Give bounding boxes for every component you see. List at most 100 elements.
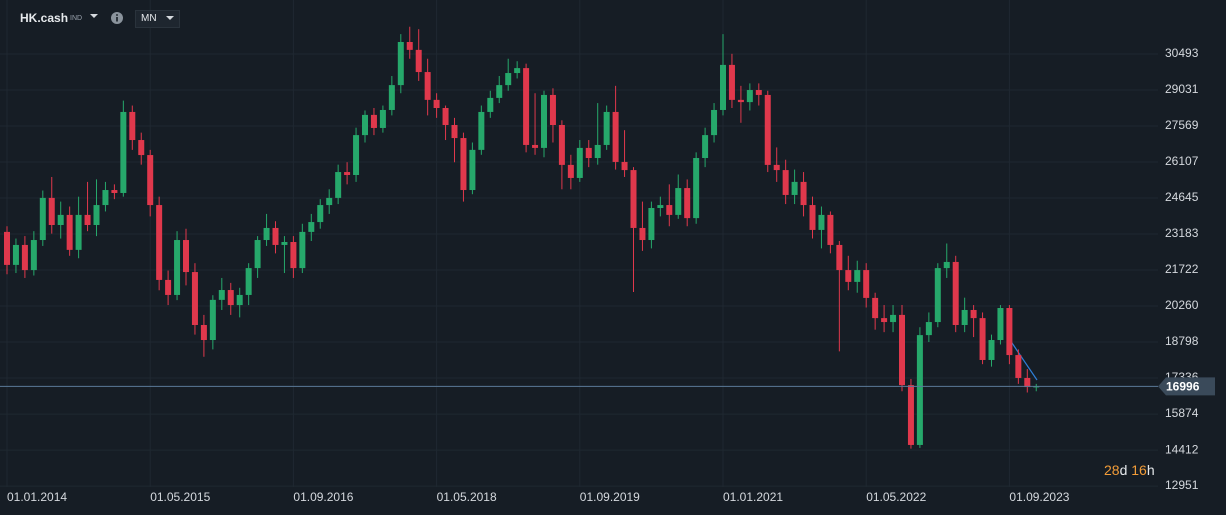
- candle-body: [979, 318, 986, 360]
- candle-body: [156, 205, 163, 280]
- candle-body: [854, 270, 861, 282]
- candle-body: [755, 90, 762, 95]
- price-tag: [1158, 377, 1215, 396]
- candle-body: [585, 147, 592, 159]
- candle-body: [48, 197, 55, 226]
- candle-body: [872, 297, 879, 319]
- candle-body: [549, 94, 556, 126]
- x-tick-label: 01.09.2023: [1009, 490, 1069, 504]
- candle-body: [863, 270, 870, 298]
- candle-body: [899, 314, 905, 386]
- y-tick-label: 30493: [1165, 46, 1199, 60]
- x-tick-label: 01.09.2016: [293, 490, 353, 504]
- symbol[interactable]: HK.cash: [20, 11, 69, 25]
- candle-body: [129, 111, 136, 141]
- timeframe-select[interactable]: MN: [135, 10, 180, 28]
- candle-body: [353, 135, 360, 176]
- candle-body: [541, 94, 547, 148]
- x-tick-label: 01.05.2015: [150, 490, 210, 504]
- candle-body: [720, 64, 726, 110]
- candle-body: [317, 205, 324, 223]
- candle-body: [299, 231, 306, 269]
- candle-body: [254, 240, 261, 269]
- candle-body: [191, 272, 198, 326]
- candle-body: [809, 205, 816, 230]
- candle-body: [66, 214, 73, 250]
- candle-body: [451, 125, 458, 139]
- countdown-unit: h: [1146, 462, 1155, 478]
- candle-body: [370, 114, 377, 128]
- candle-body: [209, 299, 216, 341]
- candle-body: [702, 135, 709, 159]
- candle-body: [621, 161, 628, 171]
- y-tick-label: 29031: [1165, 82, 1199, 96]
- candle-body: [147, 155, 154, 206]
- candle-body: [326, 197, 333, 206]
- y-tick-label: 26107: [1165, 154, 1199, 168]
- candle-body: [1006, 308, 1013, 356]
- candle-body: [764, 94, 771, 165]
- candle-body: [773, 164, 780, 171]
- candle-body: [344, 172, 351, 176]
- candle-body: [12, 244, 19, 265]
- candle-body: [183, 240, 189, 273]
- candle-body: [111, 190, 118, 193]
- candle-body: [988, 340, 995, 360]
- candle-body: [630, 170, 637, 228]
- x-tick-label: 01.01.2021: [723, 490, 783, 504]
- candle-body: [272, 227, 279, 245]
- price-tag-label: 16996: [1166, 380, 1200, 394]
- x-tick-label: 01.05.2022: [866, 490, 926, 504]
- candle-body: [532, 144, 539, 148]
- candle-body: [594, 144, 601, 159]
- candle-body: [818, 214, 825, 230]
- y-tick-label: 15874: [1165, 406, 1199, 420]
- candle-body: [4, 231, 10, 265]
- candle-body: [648, 208, 655, 241]
- candle-body: [997, 308, 1004, 341]
- info-icon[interactable]: [110, 11, 124, 25]
- candle-body: [30, 240, 37, 271]
- candle-body: [890, 314, 897, 323]
- candle-body: [75, 214, 82, 250]
- y-tick-label: 21722: [1165, 262, 1199, 276]
- candle-body: [576, 147, 583, 178]
- candle-body: [782, 170, 789, 195]
- candle-body: [952, 261, 959, 326]
- candle-body: [200, 325, 207, 341]
- candle-body: [227, 290, 234, 306]
- candle-body: [281, 241, 288, 245]
- candle-body: [397, 41, 404, 86]
- candle-body: [711, 109, 718, 136]
- candle-body: [218, 290, 225, 300]
- candle-body: [916, 335, 923, 445]
- candle-body: [424, 72, 431, 100]
- countdown-days: 28: [1104, 462, 1120, 478]
- y-tick-label: 27569: [1165, 118, 1199, 132]
- candle-body: [881, 318, 888, 323]
- x-tick-label: 01.01.2014: [7, 490, 67, 504]
- candle-body: [505, 73, 512, 86]
- candle-body: [514, 68, 521, 74]
- candle-body: [379, 109, 386, 128]
- trend-line: [1009, 339, 1038, 381]
- candle-body: [558, 125, 565, 165]
- candle-body: [675, 188, 682, 215]
- candle-body: [245, 268, 252, 295]
- candle-body: [308, 222, 315, 232]
- candle-body: [693, 158, 700, 219]
- countdown-hours: 16: [1131, 462, 1147, 478]
- candle-body: [442, 108, 449, 126]
- candle-body: [728, 64, 735, 100]
- candle-body: [335, 172, 342, 198]
- y-tick-label: 18798: [1165, 334, 1199, 348]
- candle-body: [290, 241, 297, 269]
- candle-body: [433, 99, 440, 109]
- countdown-unit: d: [1119, 462, 1128, 478]
- candle-body: [138, 140, 145, 156]
- candle-body: [21, 244, 28, 271]
- symbol-dropdown[interactable]: [89, 13, 101, 21]
- candle-body: [845, 270, 852, 282]
- candle-body: [165, 279, 172, 295]
